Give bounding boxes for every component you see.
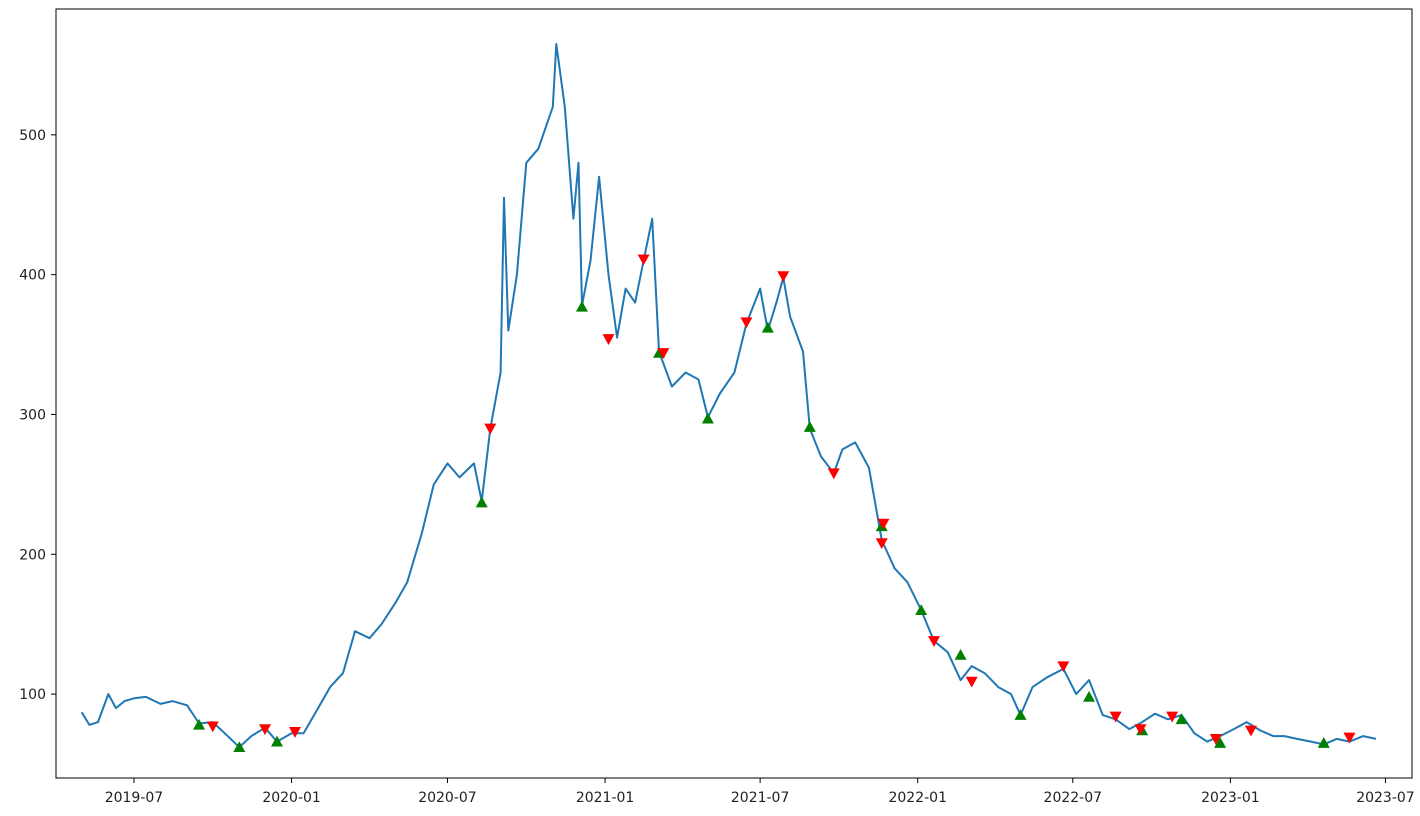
sell-marker	[1109, 711, 1122, 723]
sell-marker	[602, 334, 615, 345]
x-tick-label: 2022-01	[888, 790, 947, 806]
buy-marker	[233, 741, 246, 753]
y-axis: 100 200 300 400 500	[19, 128, 56, 703]
sell-marker	[740, 317, 753, 329]
buy-marker	[1083, 690, 1096, 702]
y-tick-label: 300	[19, 407, 46, 423]
sell-marker	[206, 721, 219, 733]
sell-marker	[777, 271, 790, 283]
y-tick-label: 200	[19, 547, 46, 563]
x-axis: 2019-07 2020-01 2020-07 2021-01 2021-07 2022-…	[105, 778, 1415, 806]
x-tick-label: 2021-07	[731, 790, 790, 806]
buy-marker	[954, 648, 967, 660]
buy-marker	[701, 412, 714, 424]
sell-marker	[259, 724, 272, 736]
buy-marker	[761, 321, 774, 333]
x-tick-label: 2023-01	[1201, 790, 1260, 806]
sell-marker	[1244, 725, 1257, 737]
y-tick-label: 500	[19, 128, 46, 144]
sell-marker	[875, 538, 888, 550]
price-line	[80, 43, 1377, 749]
sell-markers	[206, 254, 1356, 745]
buy-marker	[475, 496, 488, 508]
plot-area	[80, 43, 1377, 749]
x-tick-label: 2021-01	[576, 790, 635, 806]
buy-marker	[1317, 737, 1330, 748]
buy-marker	[575, 300, 588, 312]
buy-marker	[915, 604, 928, 616]
x-tick-label: 2023-07	[1356, 790, 1415, 806]
x-tick-label: 2020-07	[418, 790, 477, 806]
buy-marker	[1214, 737, 1227, 748]
buy-marker	[271, 735, 284, 747]
x-tick-label: 2020-01	[262, 790, 321, 806]
sell-marker	[1343, 732, 1356, 744]
axes-frame	[55, 8, 1413, 779]
sell-marker	[288, 727, 301, 738]
sell-marker	[877, 518, 890, 530]
sell-marker	[1209, 734, 1222, 745]
buy-marker	[1014, 709, 1027, 720]
buy-markers	[193, 300, 1330, 753]
x-tick-label: 2019-07	[105, 790, 164, 806]
sell-marker	[1134, 724, 1147, 736]
buy-marker	[193, 718, 206, 730]
sell-marker	[965, 676, 978, 688]
sell-marker	[657, 348, 670, 359]
y-tick-label: 100	[19, 687, 46, 703]
x-tick-label: 2022-07	[1044, 790, 1103, 806]
y-tick-label: 400	[19, 268, 46, 284]
sell-marker	[484, 423, 497, 435]
buy-marker	[1175, 713, 1188, 725]
sell-marker	[1057, 661, 1070, 673]
sell-marker	[1166, 711, 1179, 723]
buy-marker	[803, 421, 816, 432]
sell-marker	[637, 254, 650, 266]
sell-marker	[827, 468, 840, 480]
sell-marker	[928, 636, 941, 647]
